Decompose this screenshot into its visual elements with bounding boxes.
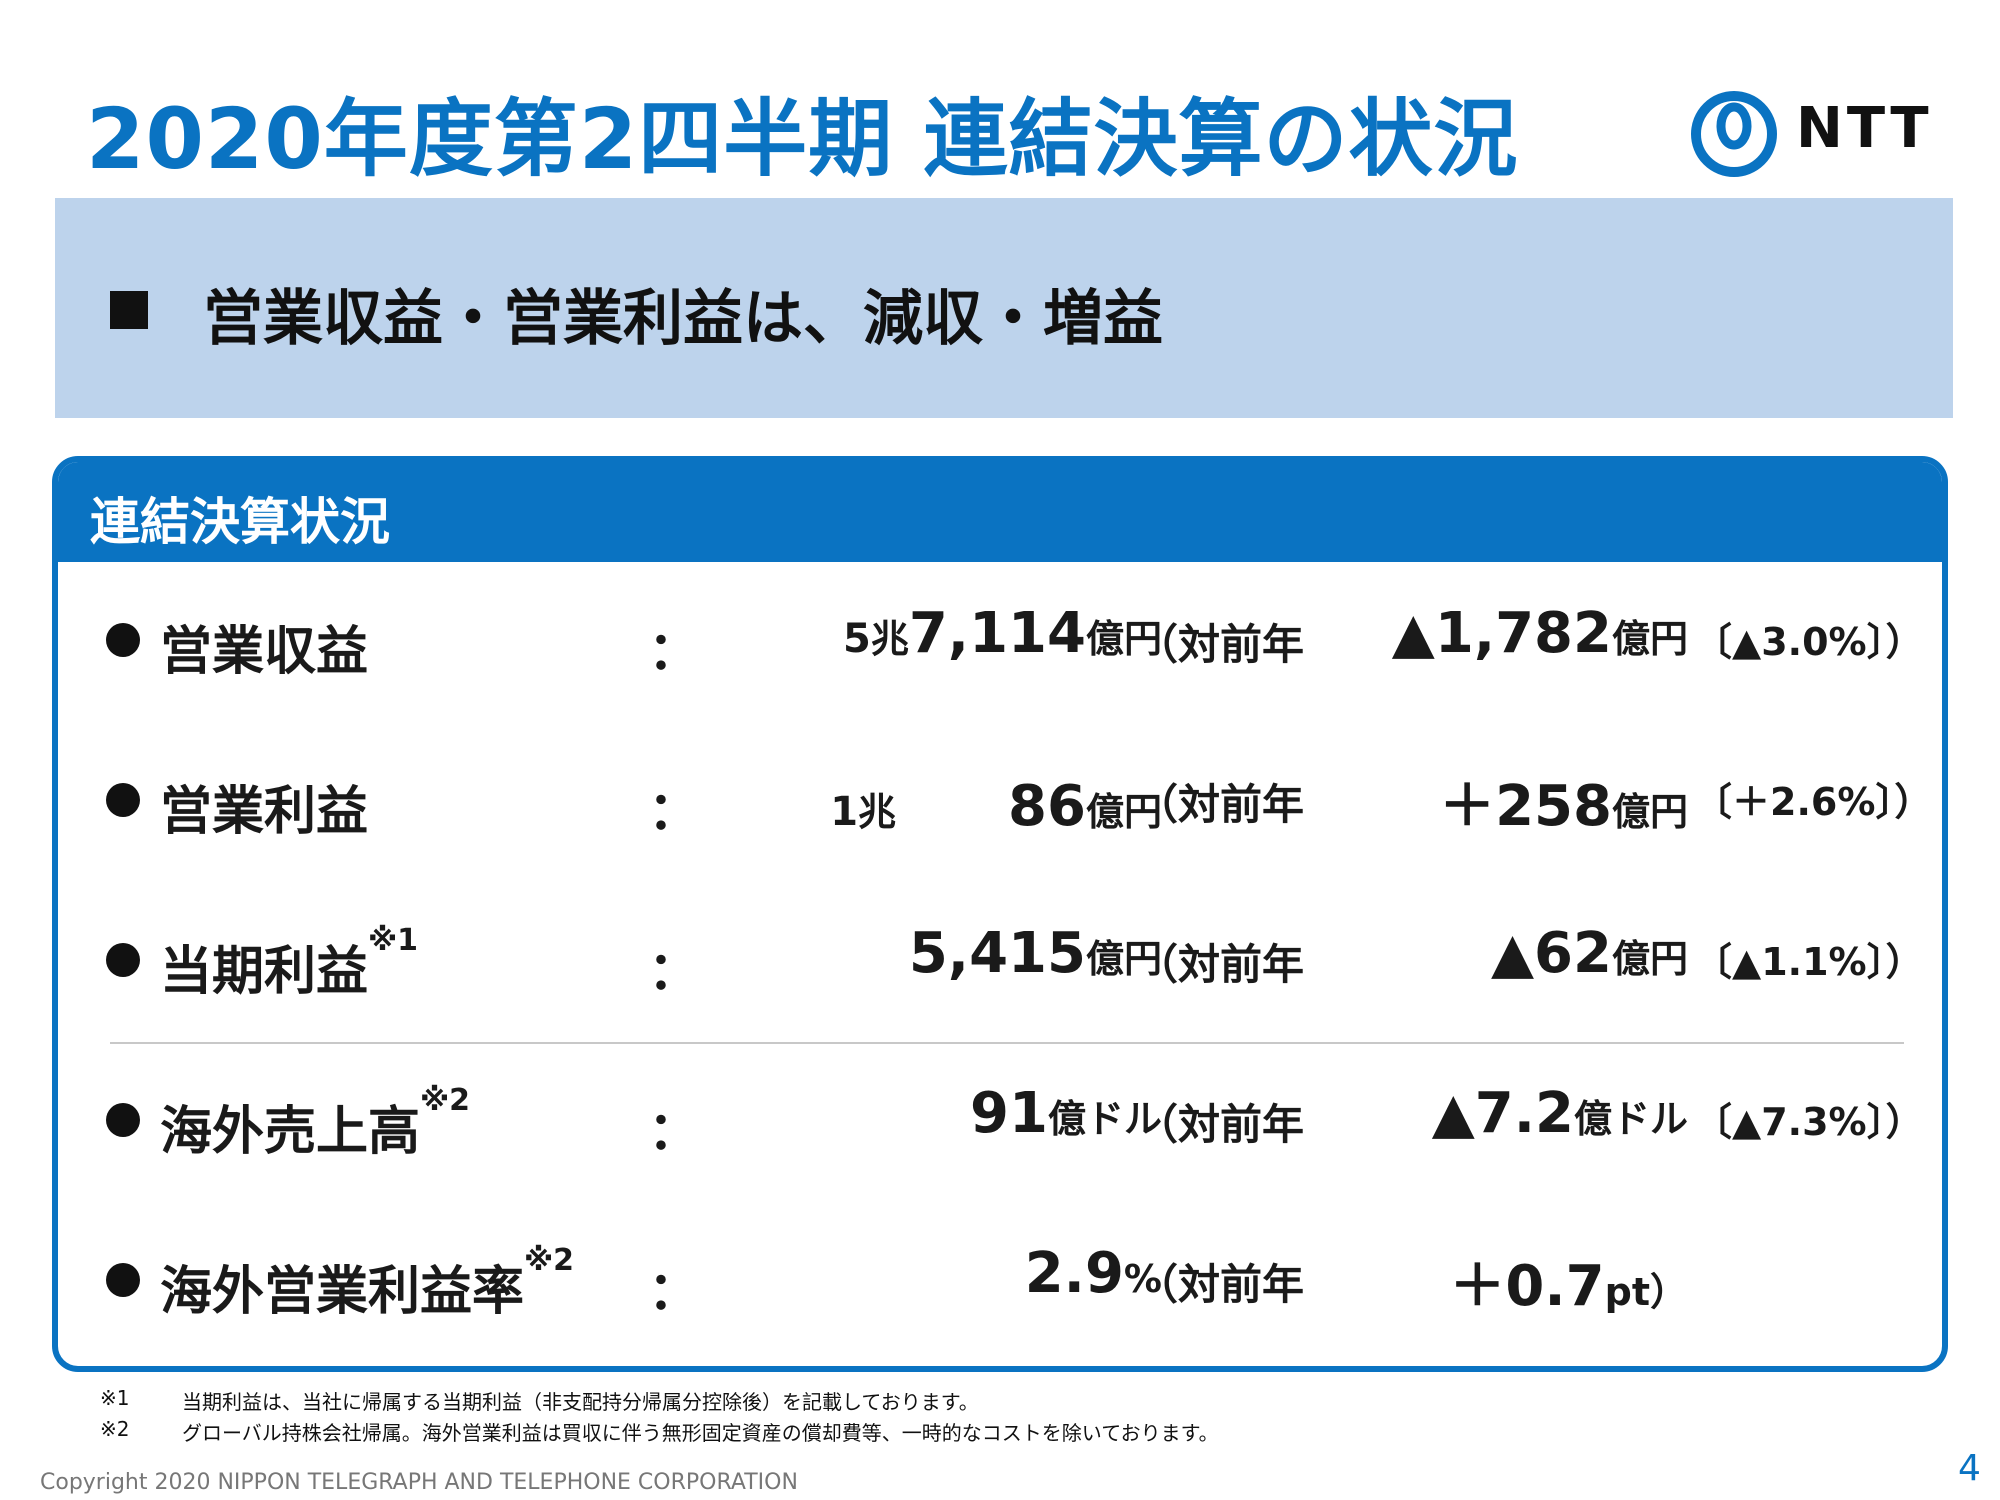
bullet-dot-icon bbox=[106, 1103, 140, 1137]
row-divider bbox=[110, 1042, 1904, 1044]
metric-value: 91億ドル bbox=[698, 1081, 1162, 1146]
change-part: ＋0.7 bbox=[1449, 1254, 1605, 1319]
footnote-ref: ※1 bbox=[368, 923, 419, 958]
ntt-logo: NTT bbox=[1688, 86, 1938, 177]
footnote-ref: ※2 bbox=[524, 1243, 575, 1278]
yoy-label: （対前年 bbox=[1136, 1100, 1305, 1149]
yoy-percent: 〔▲1.1%〕） bbox=[1694, 940, 1924, 984]
yoy-change: ＋258億円 bbox=[1318, 761, 1688, 842]
footnote-text: グローバル持株会社帰属。海外営業利益は買収に伴う無形固定資産の償却費等、一時的な… bbox=[182, 1421, 1219, 1445]
page-number: 4 bbox=[1958, 1448, 1981, 1489]
footnote-mark: ※1 bbox=[100, 1386, 130, 1410]
value-part: 億円 bbox=[1085, 617, 1162, 661]
metric-row: 営業収益： 5兆7,114億円 （対前年 ▲1,782億円 〔▲3.0%〕） bbox=[58, 597, 1942, 687]
results-panel: 連結決算状況 営業収益： 5兆7,114億円 （対前年 ▲1,782億円 〔▲3.0%〕… bbox=[52, 456, 1948, 1372]
metric-row: 海外売上高※2： 91億ドル （対前年 ▲7.2億ドル 〔▲7.3%〕） bbox=[58, 1077, 1942, 1167]
colon: ： bbox=[648, 1102, 701, 1162]
yoy-percent: 〔＋2.6%〕） bbox=[1694, 780, 1933, 824]
bullet-dot-icon bbox=[106, 943, 140, 977]
panel-title: 連結決算状況 bbox=[90, 493, 390, 551]
ntt-logo-icon bbox=[1691, 91, 1777, 177]
copyright: Copyright 2020 NIPPON TELEGRAPH AND TELE… bbox=[40, 1470, 798, 1495]
bullet-dot-icon bbox=[106, 783, 140, 817]
colon: ： bbox=[648, 622, 701, 682]
change-part: 億円 bbox=[1611, 790, 1688, 834]
change-part: ▲1,782 bbox=[1391, 601, 1612, 666]
square-bullet-icon bbox=[110, 291, 148, 329]
value-part: 7,114 bbox=[908, 601, 1086, 666]
metric-value: 5,415億円 bbox=[698, 921, 1162, 986]
metric-label: 海外営業利益率※2 bbox=[160, 1243, 575, 1322]
footnote-mark: ※2 bbox=[100, 1417, 130, 1441]
bullet-dot-icon bbox=[106, 623, 140, 657]
value-part: 2.9 bbox=[1024, 1241, 1124, 1306]
value-part: 5 bbox=[842, 616, 871, 662]
metric-label: 営業利益 bbox=[160, 782, 369, 842]
yoy-percent: 〔▲3.0%〕） bbox=[1694, 620, 1924, 664]
metric-value: 5兆7,114億円 bbox=[698, 601, 1162, 666]
summary-banner: 営業収益・営業利益は、減収・増益 bbox=[55, 198, 1953, 418]
colon: ： bbox=[648, 782, 701, 842]
footnote-ref: ※2 bbox=[420, 1083, 471, 1118]
panel-header: 連結決算状況 bbox=[58, 462, 1942, 562]
change-part: ＋258 bbox=[1439, 774, 1612, 839]
colon: ： bbox=[648, 942, 701, 1002]
logo-wordmark: NTT bbox=[1796, 96, 1933, 161]
yoy-label: （対前年 bbox=[1136, 780, 1305, 829]
yoy-change: ▲7.2億ドル bbox=[1318, 1081, 1688, 1146]
value-part: 億ドル bbox=[1047, 1097, 1162, 1141]
metric-row: 海外営業利益率※2： 2.9% （対前年 ＋0.7pt） bbox=[58, 1237, 1942, 1327]
change-part: ▲62 bbox=[1490, 921, 1612, 986]
value-part: 兆 bbox=[858, 790, 897, 834]
change-part: 億円 bbox=[1611, 937, 1688, 981]
colon: ： bbox=[648, 1262, 701, 1322]
page-title: 2020年度第2四半期 連結決算の状況 bbox=[86, 90, 1519, 188]
value-part: 86 bbox=[896, 774, 1086, 839]
yoy-change: ＋0.7pt） bbox=[1318, 1241, 1688, 1322]
yoy-label: （対前年 bbox=[1136, 940, 1305, 989]
yoy-label: （対前年 bbox=[1136, 1260, 1305, 1309]
change-part: ▲7.2 bbox=[1431, 1081, 1574, 1146]
yoy-percent: 〔▲7.3%〕） bbox=[1694, 1100, 1924, 1144]
yoy-change: ▲1,782億円 bbox=[1318, 601, 1688, 666]
banner-text: 営業収益・営業利益は、減収・増益 bbox=[203, 284, 1163, 354]
value-part: 兆 bbox=[870, 617, 909, 661]
value-part: 5,415 bbox=[908, 921, 1086, 986]
metric-row: 当期利益※1： 5,415億円 （対前年 ▲62億円 〔▲1.1%〕） bbox=[58, 917, 1942, 1007]
value-part: % bbox=[1123, 1257, 1162, 1301]
footnote-text: 当期利益は、当社に帰属する当期利益（非支配持分帰属分控除後）を記載しております。 bbox=[182, 1390, 979, 1414]
yoy-label: （対前年 bbox=[1136, 620, 1305, 669]
value-part: 億円 bbox=[1085, 790, 1162, 834]
value-part: 億円 bbox=[1085, 937, 1162, 981]
metric-value: 2.9% bbox=[698, 1241, 1162, 1306]
yoy-change: ▲62億円 bbox=[1318, 921, 1688, 986]
metric-label: 当期利益※1 bbox=[160, 923, 419, 1002]
value-part: 1 bbox=[830, 789, 859, 835]
metric-row: 営業利益： 1兆 86億円 （対前年 ＋258億円 〔＋2.6%〕） bbox=[58, 757, 1942, 847]
value-part: 91 bbox=[970, 1081, 1048, 1146]
change-part: pt） bbox=[1604, 1270, 1688, 1314]
change-part: 億ドル bbox=[1573, 1097, 1688, 1141]
metric-label: 営業収益 bbox=[160, 622, 369, 682]
metric-label: 海外売上高※2 bbox=[160, 1083, 471, 1162]
metric-value: 1兆 86億円 bbox=[698, 761, 1162, 842]
bullet-dot-icon bbox=[106, 1263, 140, 1297]
change-part: 億円 bbox=[1611, 617, 1688, 661]
